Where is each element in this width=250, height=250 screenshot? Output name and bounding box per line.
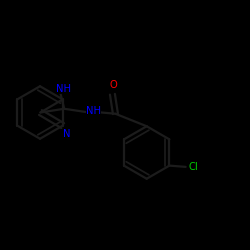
Text: Cl: Cl [189, 162, 198, 172]
Text: NH: NH [86, 106, 101, 116]
Text: N: N [63, 130, 70, 140]
Text: O: O [110, 80, 118, 90]
Text: NH: NH [56, 84, 72, 94]
